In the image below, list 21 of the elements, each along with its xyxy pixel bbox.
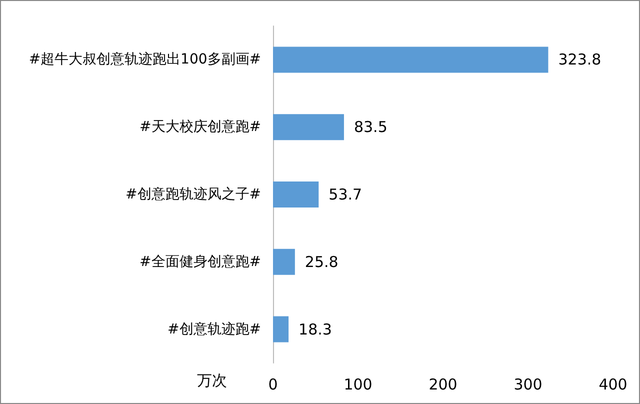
data-label: 83.5 [354,118,388,136]
bar [273,248,295,275]
bar [273,114,344,140]
y-tick-label: #天大校庆创意跑# [140,119,261,136]
y-tick-label: #创意跑轨迹风之子# [126,186,261,202]
y-tick-label: #全面健身创意跑# [140,254,261,270]
data-label: 323.8 [558,50,602,69]
bar [273,182,319,208]
bar [273,316,289,342]
bar [273,46,548,73]
y-tick-label: #超牛大叔创意轨迹跑出100多副画# [28,52,261,68]
data-label: 25.8 [304,252,338,271]
x-tick-label: 200 [428,376,458,394]
y-tick-label: #创意轨迹跑# [168,321,261,338]
data-label: 53.7 [328,186,362,204]
x-tick-label: 100 [344,376,372,394]
x-axis-title: 万次 [197,372,227,390]
x-tick-label: 0 [268,376,278,394]
x-tick-label: 300 [514,376,542,394]
data-label: 18.3 [298,320,332,338]
x-tick-label: 400 [598,376,628,394]
